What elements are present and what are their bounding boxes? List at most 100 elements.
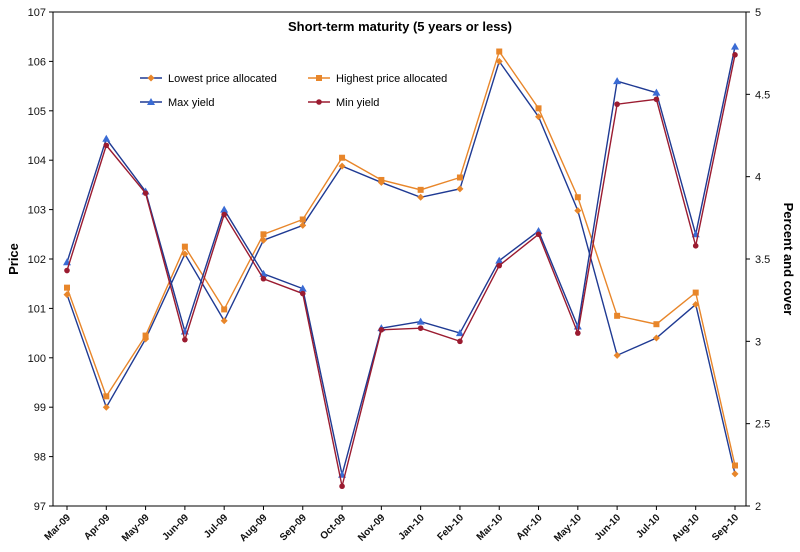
data-point [103, 393, 110, 400]
y-tick-label: 104 [28, 155, 46, 167]
data-point [495, 57, 503, 65]
data-point [456, 174, 463, 181]
data-point [417, 193, 425, 201]
y-tick-label: 98 [34, 452, 46, 464]
data-point [142, 190, 149, 196]
chart-title: Short-term maturity (5 years or less) [288, 19, 512, 34]
data-point [614, 101, 620, 108]
data-point [102, 134, 111, 142]
y-tick-label: 99 [34, 402, 46, 414]
data-point [299, 216, 306, 223]
y2-axis-title: Percent and cover [781, 203, 796, 316]
data-point [495, 256, 504, 264]
legend-marker [147, 98, 155, 105]
y-tick-label: 105 [28, 106, 46, 118]
x-tick-label: Jun-10 [593, 512, 624, 543]
x-tick-label: May-09 [120, 512, 152, 544]
data-point [103, 142, 110, 149]
x-tick-label: May-10 [552, 512, 584, 544]
x-tick-label: Jul-09 [202, 512, 231, 541]
legend-label: Lowest price allocated [168, 73, 277, 85]
data-point [416, 317, 425, 325]
data-point [613, 77, 622, 85]
data-point [221, 306, 228, 313]
legend-label: Highest price allocated [336, 73, 447, 85]
legend-marker [316, 75, 322, 81]
data-point [535, 113, 543, 121]
y2-tick-label: 4 [755, 172, 761, 184]
data-point [535, 105, 542, 112]
legend-entry: Max yield [140, 97, 214, 109]
y-tick-label: 97 [34, 501, 46, 513]
legend-marker [147, 74, 155, 82]
x-tick-label: Oct-09 [318, 512, 348, 542]
data-point [457, 338, 463, 345]
data-point [221, 211, 227, 218]
data-point [534, 227, 543, 235]
y-tick-label: 100 [28, 353, 46, 365]
data-point [181, 243, 188, 250]
x-tick-label: Aug-10 [670, 512, 702, 544]
plot-area [52, 11, 747, 507]
data-point [378, 327, 385, 333]
series-line [66, 54, 736, 487]
series-line [66, 46, 736, 475]
data-point [732, 52, 738, 58]
x-tick-label: Nov-09 [356, 512, 388, 544]
y-tick-label: 107 [28, 7, 46, 19]
legend-marker [316, 99, 322, 105]
y-axis-title: Price [6, 243, 21, 275]
legend-entry: Min yield [308, 97, 379, 109]
y-tick-label: 103 [28, 205, 46, 217]
data-point [692, 243, 699, 249]
x-tick-label: Feb-10 [435, 512, 466, 543]
data-point [339, 154, 346, 161]
data-point [64, 267, 70, 274]
y2-axis-ticks: 2 2.5 3 3.5 4 4.5 5 [746, 7, 770, 513]
data-point [339, 483, 345, 490]
x-tick-label: Apr-10 [514, 512, 544, 542]
x-tick-label: Apr-09 [82, 512, 112, 542]
series-line [66, 59, 736, 475]
data-point [299, 290, 306, 297]
data-point [220, 205, 229, 213]
data-point [417, 186, 424, 193]
y-tick-label: 101 [28, 303, 46, 315]
data-point [64, 284, 70, 291]
data-point [455, 329, 464, 337]
data-point [496, 262, 503, 269]
data-point [732, 462, 738, 469]
y2-tick-label: 3 [755, 336, 761, 348]
data-point [653, 321, 660, 328]
x-tick-label: Sep-10 [710, 512, 741, 543]
data-point [182, 336, 188, 343]
y2-tick-label: 2 [755, 501, 761, 513]
y2-tick-label: 3.5 [755, 254, 770, 266]
data-point [731, 42, 739, 50]
legend-entry: Highest price allocated [308, 73, 447, 85]
y2-tick-label: 5 [755, 7, 761, 19]
x-tick-label: Aug-09 [238, 512, 270, 544]
data-point [652, 88, 661, 96]
y-axis-ticks: 97 98 99 100 101 102 103 104 105 106 107 [28, 7, 53, 513]
data-point [731, 470, 739, 478]
x-tick-label: Jun-09 [160, 512, 191, 543]
data-point [574, 207, 582, 215]
legend: Lowest price allocated Highest price allo… [140, 73, 447, 109]
data-point [653, 96, 660, 103]
data-point [260, 275, 267, 282]
x-tick-label: Mar-10 [475, 512, 506, 543]
data-point [417, 325, 424, 331]
series-1 [64, 48, 738, 469]
data-point [613, 351, 621, 359]
data-point [142, 332, 149, 339]
data-point [575, 330, 581, 336]
data-point [614, 312, 621, 319]
y2-tick-label: 2.5 [755, 419, 770, 431]
x-tick-label: Sep-09 [278, 512, 309, 543]
series-line [66, 49, 736, 466]
y2-tick-label: 4.5 [755, 89, 770, 101]
data-point [692, 289, 699, 296]
series-3 [64, 52, 738, 490]
data-point [456, 185, 464, 193]
